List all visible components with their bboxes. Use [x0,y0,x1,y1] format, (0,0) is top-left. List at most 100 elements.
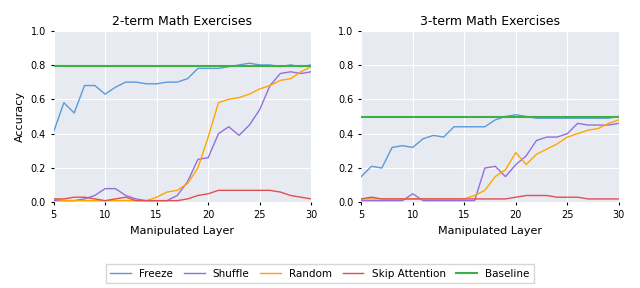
Freeze [440,135,447,139]
Random [173,189,181,192]
Skip Attention [388,197,396,201]
Freeze [605,116,612,120]
Random [236,96,243,99]
Skip Attention [553,196,561,199]
Baseline [306,115,314,119]
Shuffle [143,199,150,202]
Shuffle [584,123,592,127]
Skip Attention [399,197,406,201]
Line: Random: Random [361,120,619,199]
Freeze [512,113,520,116]
Random [184,182,191,185]
Freeze [236,63,243,67]
Baseline [316,115,324,119]
Shuffle [81,197,88,201]
Freeze [502,115,509,118]
Skip Attention [60,197,68,201]
Freeze [563,116,571,120]
Freeze [388,146,396,149]
Random [276,79,284,82]
Skip Attention [204,192,212,196]
Line: Random: Random [54,67,311,201]
Shuffle [574,122,582,125]
Random [194,166,202,170]
Skip Attention [378,197,386,201]
Skip Attention [91,197,99,201]
Random [409,197,417,201]
Random [481,189,489,192]
Random [532,153,540,156]
Skip Attention [615,197,623,201]
Skip Attention [481,197,489,201]
Random [132,199,140,202]
Shuffle [307,70,315,73]
Skip Attention [236,189,243,192]
Skip Attention [502,197,509,201]
Random [122,199,129,202]
Shuffle [378,199,386,202]
Random [378,197,386,201]
Shuffle [163,199,171,202]
Skip Attention [471,197,479,201]
Random [214,101,222,105]
Random [307,65,315,68]
Freeze [287,63,294,67]
Freeze [615,115,623,118]
Random [429,197,437,201]
Random [440,197,447,201]
Freeze [225,65,232,68]
Line: Freeze: Freeze [361,115,619,177]
Random [615,118,623,122]
Random [605,122,612,125]
Skip Attention [367,196,375,199]
Freeze [246,61,253,65]
Skip Attention [584,197,592,201]
Random [204,135,212,139]
Skip Attention [70,196,78,199]
Random [450,197,458,201]
Skip Attention [246,189,253,192]
Random [543,147,550,151]
Random [70,199,78,202]
Random [460,197,468,201]
Random [553,142,561,146]
Skip Attention [225,189,232,192]
Random [111,199,119,202]
Freeze [173,80,181,84]
Shuffle [276,72,284,75]
Skip Attention [450,197,458,201]
Random [512,151,520,154]
Shuffle [225,125,232,128]
Line: Shuffle: Shuffle [54,72,311,201]
Skip Attention [512,196,520,199]
Baseline [8,64,16,67]
Skip Attention [357,197,365,201]
Skip Attention [563,196,571,199]
Skip Attention [287,194,294,197]
Shuffle [91,194,99,197]
Random [471,194,479,197]
Skip Attention [409,197,417,201]
Skip Attention [122,196,129,199]
Shuffle [605,123,612,127]
Shuffle [440,199,447,202]
Freeze [101,92,109,96]
Shuffle [409,192,417,196]
Skip Attention [111,197,119,201]
Random [266,84,274,87]
Freeze [357,175,365,178]
Shuffle [173,194,181,197]
Shuffle [419,199,427,202]
Skip Attention [460,197,468,201]
Shuffle [60,199,68,202]
Freeze [481,125,489,128]
Freeze [122,80,129,84]
Line: Skip Attention: Skip Attention [54,190,311,201]
Freeze [91,84,99,87]
Freeze [204,67,212,70]
Shuffle [492,164,499,168]
Random [60,199,68,202]
Freeze [532,116,540,120]
Random [563,135,571,139]
Skip Attention [143,199,150,202]
